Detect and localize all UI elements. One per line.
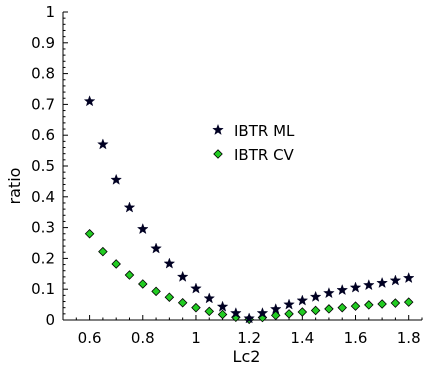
x-tick-label: 1.4 xyxy=(290,329,314,347)
ml-star-point xyxy=(376,276,388,288)
y-axis-ticks: 0 0.1 0.2 0.3 0.4 0.5 0.6 0.7 0.8 0.9 1 xyxy=(31,3,68,329)
cv-diamond-point xyxy=(310,305,321,316)
cv-diamond-point xyxy=(324,304,334,314)
cv-diamond-point xyxy=(284,309,294,319)
cv-diamond-point xyxy=(191,302,201,313)
cv-diamond-point xyxy=(270,310,281,321)
cv-diamond-point xyxy=(217,309,228,320)
ml-star-point xyxy=(363,279,375,291)
x-tick-label: 1 xyxy=(191,329,201,347)
ml-star-point xyxy=(190,282,202,294)
legend-item-ibtr-cv: IBTR CV xyxy=(213,146,295,164)
ml-star-point xyxy=(97,138,109,150)
legend-diamond-shape xyxy=(213,149,223,159)
cv-diamond-point xyxy=(177,297,188,308)
cv-diamond-point xyxy=(204,306,215,317)
cv-diamond-point xyxy=(390,298,401,308)
ml-star-point xyxy=(323,287,335,299)
ml-star-point xyxy=(110,173,122,185)
cv-diamond-point xyxy=(403,297,414,307)
cv-diamond-point xyxy=(84,228,95,239)
y-tick-label: 0 xyxy=(45,311,55,329)
ml-star-point xyxy=(349,281,362,293)
cv-diamond-point xyxy=(124,270,135,280)
x-tick-label: 0.6 xyxy=(78,329,102,347)
ml-star-point xyxy=(216,300,229,312)
ml-star-point xyxy=(176,270,189,282)
series-layer xyxy=(83,95,415,325)
legend-label-ibtr-ml: IBTR ML xyxy=(234,122,295,140)
y-tick-label: 0.5 xyxy=(31,157,55,175)
ml-star-point xyxy=(256,307,269,319)
y-tick-label: 0.1 xyxy=(31,280,55,298)
ml-star-point xyxy=(123,201,136,213)
cv-diamond-point xyxy=(138,279,148,289)
x-tick-label: 1.2 xyxy=(237,329,261,347)
ml-star-point xyxy=(83,95,96,107)
cv-diamond-point xyxy=(364,300,374,310)
y-tick-label: 0.7 xyxy=(31,95,55,113)
y-tick-label: 0.8 xyxy=(31,65,55,83)
x-axis-ticks: 0.6 0.8 1 1.2 1.4 1.6 1.8 xyxy=(62,315,423,347)
ml-star-point xyxy=(389,274,402,286)
y-axis-label: ratio xyxy=(5,168,24,205)
cv-diamond-point xyxy=(98,246,108,257)
ml-star-point xyxy=(163,257,176,269)
y-tick-label: 1 xyxy=(45,3,55,21)
y-tick-label: 0.6 xyxy=(31,126,55,144)
legend: IBTR ML IBTR CV xyxy=(212,122,295,164)
legend-star-shape xyxy=(212,123,224,135)
cv-diamond-point xyxy=(337,302,347,313)
y-tick-label: 0.4 xyxy=(31,188,55,206)
cv-diamond-point xyxy=(111,259,121,269)
cv-diamond-point xyxy=(377,299,387,309)
cv-diamond-point xyxy=(151,286,161,297)
ml-star-point xyxy=(283,298,295,310)
ml-star-point xyxy=(137,223,149,235)
ml-star-point xyxy=(150,242,162,254)
y-tick-label: 0.3 xyxy=(31,219,55,237)
series-ibtr-cv xyxy=(84,228,414,325)
ml-star-point xyxy=(243,312,255,324)
series-ibtr-ml xyxy=(83,95,415,324)
cv-diamond-point xyxy=(350,301,361,311)
cv-diamond-point xyxy=(297,307,308,317)
legend-item-ibtr-ml: IBTR ML xyxy=(212,122,295,140)
ml-star-point xyxy=(336,284,348,296)
legend-diamond-marker xyxy=(213,149,223,159)
cv-diamond-point xyxy=(164,292,175,302)
ml-star-point xyxy=(230,307,242,319)
ml-star-point xyxy=(269,303,282,315)
ml-star-point xyxy=(402,272,415,284)
ml-star-point xyxy=(296,294,309,306)
ml-star-point xyxy=(203,292,216,304)
legend-star-marker xyxy=(212,123,224,135)
x-axis-label: Lc2 xyxy=(233,347,261,366)
ml-star-point xyxy=(309,290,322,302)
y-tick-label: 0.2 xyxy=(31,249,55,267)
x-tick-label: 0.8 xyxy=(131,329,155,347)
y-tick-label: 0.9 xyxy=(31,34,55,52)
plot-frame xyxy=(62,12,422,321)
x-tick-label: 1.8 xyxy=(397,329,421,347)
x-tick-label: 1.6 xyxy=(344,329,368,347)
legend-label-ibtr-cv: IBTR CV xyxy=(234,146,295,164)
